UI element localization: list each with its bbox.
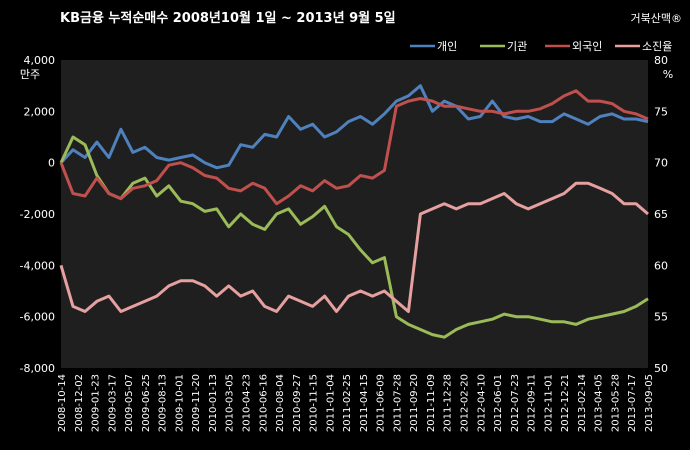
series-lines: [59, 84, 649, 339]
legend-label: 기관: [507, 40, 527, 53]
x-tick-label: 2010-06-16: [258, 374, 269, 432]
x-tick-label: 2013-09-05: [644, 374, 655, 432]
y-tick-right: 70: [654, 157, 668, 170]
x-tick-label: 2012-06-01: [493, 374, 504, 432]
y-tick-left: -2,000: [20, 208, 55, 221]
x-tick-label: 2011-07-28: [392, 374, 403, 432]
x-tick-label: 2010-09-27: [292, 374, 303, 432]
x-tick-label: 2010-01-13: [208, 374, 219, 432]
watermark: 거북산맥®: [631, 12, 682, 25]
y-tick-right: 75: [654, 105, 668, 118]
series-line-외국인: [59, 89, 649, 206]
x-tick-label: 2009-08-13: [158, 374, 169, 432]
x-tick-label: 2009-10-01: [174, 374, 185, 432]
y-tick-left: 0: [48, 157, 55, 170]
x-tick-label: 2012-11-01: [543, 374, 554, 432]
series-line-개인: [59, 84, 649, 170]
series-line-기관: [59, 135, 649, 339]
x-tick-labels: 2008-10-14 2008-12-02 2009-01-23 2009-03-17…: [57, 374, 655, 432]
x-tick-label: 2013-02-14: [577, 374, 588, 432]
x-tick-label: 2010-08-04: [275, 374, 286, 432]
x-tick-label: 2010-04-23: [241, 374, 252, 432]
x-tick-label: 2009-01-23: [91, 374, 102, 432]
y-tick-right: 50: [654, 362, 668, 375]
x-tick-label: 2011-09-20: [409, 374, 420, 432]
legend-label: 소진율: [642, 40, 672, 53]
x-tick-label: 2011-01-04: [325, 374, 336, 432]
y-tick-left: -8,000: [20, 362, 55, 375]
x-tick-label: 2011-04-15: [359, 374, 370, 432]
left-axis-unit: 만주: [20, 68, 40, 81]
x-tick-label: 2009-06-25: [141, 374, 152, 432]
y-tick-right: 80: [654, 54, 668, 67]
y-tick-left: 4,000: [24, 54, 56, 67]
legend-label: 외국인: [572, 40, 602, 53]
x-tick-label: 2012-07-23: [510, 374, 521, 432]
x-tick-label: 2012-12-21: [560, 374, 571, 432]
x-tick-label: 2009-05-07: [124, 374, 135, 432]
y-tick-labels: 4,000 2,000 0 -2,000 -4,000 -6,000 -8,000 80 75 7…: [20, 54, 668, 375]
y-tick-right: 55: [654, 311, 668, 324]
x-tick-label: 2008-10-14: [57, 374, 68, 432]
y-tick-left: -6,000: [20, 311, 55, 324]
x-tick-label: 2010-11-15: [309, 374, 320, 432]
x-tick-label: 2011-02-25: [342, 374, 353, 432]
x-tick-label: 2009-03-17: [107, 374, 118, 432]
x-tick-label: 2013-04-05: [594, 374, 605, 432]
x-tick-label: 2011-06-09: [376, 374, 387, 432]
legend-label: 개인: [437, 40, 457, 53]
x-tick-label: 2011-11-09: [426, 374, 437, 432]
y-tick-right: 60: [654, 259, 668, 272]
y-tick-left: 2,000: [24, 105, 56, 118]
x-tick-label: 2013-07-17: [627, 374, 638, 432]
x-tick-label: 2011-12-28: [443, 374, 454, 432]
x-tick-label: 2012-02-20: [460, 374, 471, 432]
plot-area: [61, 60, 648, 368]
series-line-소진율: [59, 181, 649, 313]
x-tick-label: 2008-12-02: [74, 374, 85, 432]
y-tick-right: 65: [654, 208, 668, 221]
x-tick-label: 2013-05-28: [610, 374, 621, 432]
x-tick-label: 2010-03-05: [225, 374, 236, 432]
legend: 개인 기관 외국인 소진율: [410, 40, 672, 53]
x-tick-label: 2012-09-11: [527, 374, 538, 432]
x-tick-label: 2009-11-20: [191, 374, 202, 432]
right-axis-unit: %: [663, 68, 673, 81]
chart-title: KB금융 누적순매수 2008년10월 1일 ~ 2013년 9월 5일: [60, 10, 396, 26]
y-tick-left: -4,000: [20, 259, 55, 272]
x-tick-label: 2012-04-10: [476, 374, 487, 432]
